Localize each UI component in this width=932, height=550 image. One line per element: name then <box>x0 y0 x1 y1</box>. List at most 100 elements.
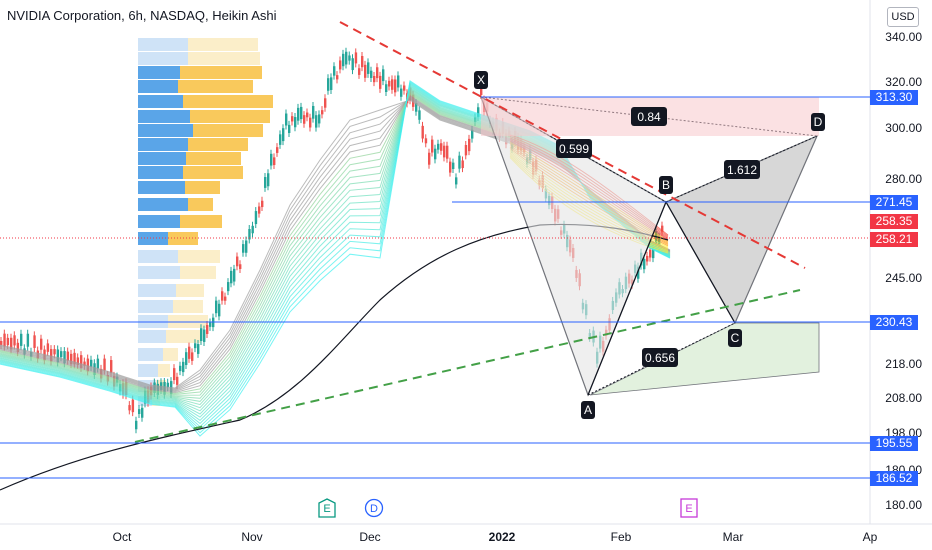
volume-bar-down <box>188 198 213 211</box>
event-marker[interactable]: D <box>364 498 384 518</box>
level-price-tag[interactable]: 186.52 <box>870 470 918 486</box>
event-marker[interactable]: E <box>318 498 336 518</box>
candle-body <box>342 53 345 67</box>
candle-body <box>236 256 239 267</box>
xb-ratio-line <box>480 96 667 203</box>
point-label-x[interactable]: X <box>474 71 488 89</box>
earnings-icon <box>680 498 698 518</box>
candle-body <box>33 335 36 348</box>
candle-body <box>206 325 209 334</box>
candle-body <box>361 56 364 68</box>
candle-body <box>468 138 471 152</box>
candle-body <box>449 161 452 173</box>
candle-body <box>40 338 43 350</box>
volume-bar-down <box>163 348 178 361</box>
price-tick-label: 340.00 <box>885 30 922 44</box>
volume-bar-down <box>188 52 260 65</box>
dividend-icon <box>364 498 384 518</box>
candle-body <box>321 110 324 115</box>
volume-bar-up <box>138 152 186 165</box>
candle-body <box>661 225 664 232</box>
volume-bar-up <box>138 330 166 343</box>
candle-body <box>188 346 191 359</box>
candle-body <box>455 177 458 185</box>
candle-body <box>382 69 385 82</box>
candle-body <box>443 145 446 158</box>
volume-bar-up <box>138 38 188 51</box>
event-marker-text: D <box>370 503 378 515</box>
candle-body <box>10 337 13 350</box>
candle-body <box>176 376 179 385</box>
volume-bar-up <box>138 348 163 361</box>
candle-body <box>110 360 113 374</box>
candle-body <box>440 143 443 151</box>
volume-bar-up <box>138 66 180 79</box>
candle-body <box>230 270 233 284</box>
ratio-label[interactable]: 0.656 <box>642 348 678 367</box>
candle-body <box>80 355 83 368</box>
candle-body <box>258 206 261 214</box>
candle-body <box>46 343 50 352</box>
currency-button[interactable]: USD <box>887 7 919 27</box>
event-marker[interactable]: E <box>680 498 698 518</box>
ratio-label-bg <box>642 348 678 367</box>
chart-title: NVIDIA Corporation, 6h, NASDAQ, Heikin A… <box>7 8 277 23</box>
point-label-text: C <box>731 331 740 345</box>
ratio-label-text: 0.84 <box>637 110 661 124</box>
level-price-tag[interactable]: 313.30 <box>870 89 918 105</box>
candle-body <box>63 351 66 364</box>
ratio-label-text: 1.612 <box>727 163 757 177</box>
event-marker-text: E <box>685 503 692 515</box>
point-label-b[interactable]: B <box>659 176 673 194</box>
candle-body <box>185 352 188 366</box>
candle-body <box>358 68 361 75</box>
candle-body <box>242 244 245 253</box>
level-price-tag[interactable]: 271.45 <box>870 194 918 210</box>
earnings-icon <box>318 498 336 518</box>
last-price-tag[interactable]: 258.35 <box>870 213 918 229</box>
point-label-text: X <box>477 73 485 87</box>
point-label-d[interactable]: D <box>811 113 825 131</box>
point-label-text: B <box>662 178 670 192</box>
volume-bar-down <box>178 250 220 263</box>
close-price-tag[interactable]: 258.21 <box>870 231 918 247</box>
point-label-c[interactable]: C <box>728 329 742 347</box>
time-tick-label: 2022 <box>489 530 516 544</box>
price-tick-label: 208.00 <box>885 391 922 405</box>
candle-body <box>73 352 76 365</box>
candle-body <box>227 282 230 292</box>
volume-bar-down <box>188 38 258 51</box>
candle-body <box>70 353 73 365</box>
candle-body <box>254 211 258 225</box>
ratio-label[interactable]: 1.612 <box>724 160 760 179</box>
candle-body <box>351 58 354 71</box>
level-price-tag[interactable]: 195.55 <box>870 435 918 451</box>
candle-body <box>424 138 428 144</box>
candle-body <box>315 115 318 128</box>
candle-body <box>397 75 400 88</box>
ratio-label[interactable]: 0.599 <box>556 139 592 158</box>
volume-bar-down <box>178 80 253 93</box>
time-axis[interactable]: Oct Nov Dec 2022 Feb Mar Ap <box>113 530 878 544</box>
candle-body <box>203 329 206 342</box>
candle-body <box>643 258 646 270</box>
candle-body <box>434 148 437 160</box>
candle-body <box>324 98 327 108</box>
candle-body <box>267 173 270 187</box>
volume-bar-down <box>183 166 243 179</box>
point-label-a[interactable]: A <box>581 401 595 419</box>
candle-body <box>245 240 248 253</box>
level-price-tag[interactable]: 230.43 <box>870 314 918 330</box>
candle-body <box>233 268 236 282</box>
time-tick-label: Oct <box>113 530 132 544</box>
support-trendline <box>134 289 801 443</box>
volume-bar-down <box>166 330 201 343</box>
time-tick-label: Feb <box>611 530 632 544</box>
ratio-label[interactable]: 0.84 <box>631 107 667 126</box>
candle-body <box>437 143 440 150</box>
candle-body <box>388 80 391 87</box>
volume-bar-up <box>138 166 183 179</box>
price-tick-label: 320.00 <box>885 75 922 89</box>
